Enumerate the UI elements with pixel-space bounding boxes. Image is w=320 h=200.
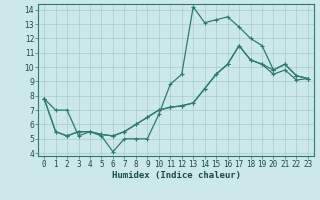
X-axis label: Humidex (Indice chaleur): Humidex (Indice chaleur)	[111, 171, 241, 180]
